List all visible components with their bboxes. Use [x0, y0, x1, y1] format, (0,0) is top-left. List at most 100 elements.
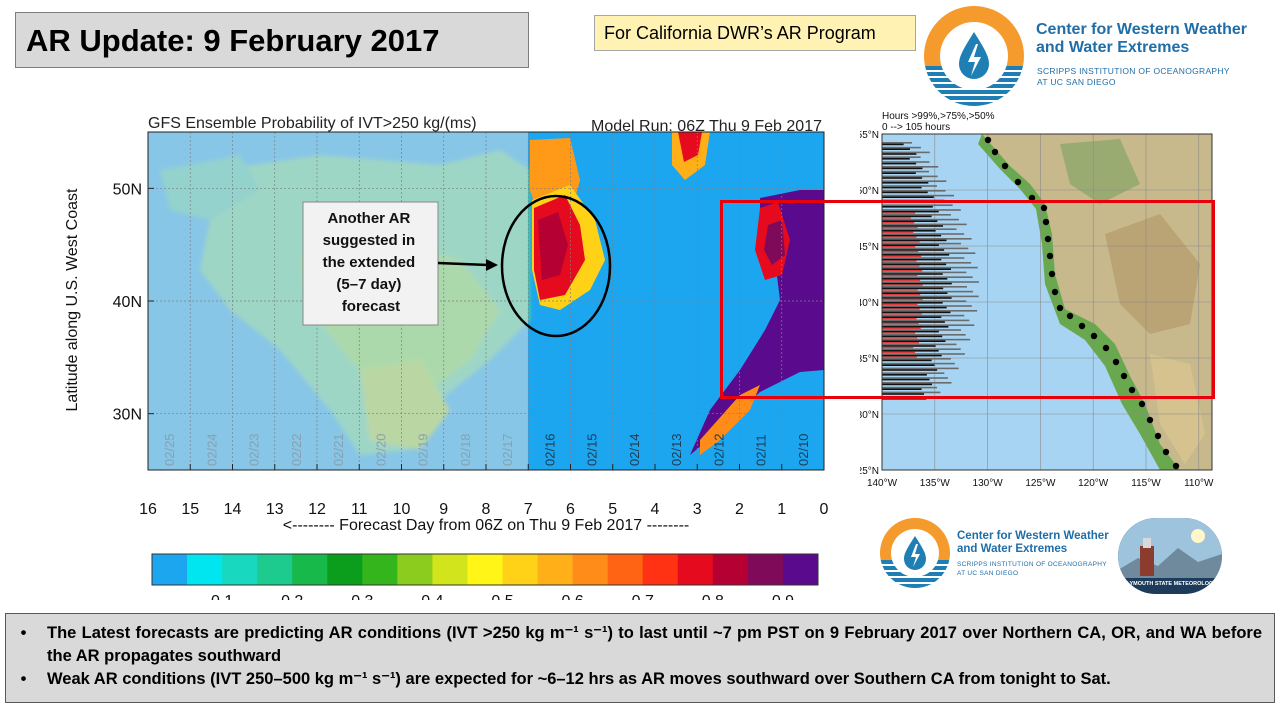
- map-lon-label: 110°W: [1184, 478, 1214, 489]
- duration-bar-50: [882, 170, 929, 173]
- duration-bar-50: [882, 156, 921, 158]
- west-coast-map: Hours >99%,>75%,>50% 0 --> 105 hours 140…: [860, 111, 1214, 489]
- duration-bar-75: [882, 225, 944, 227]
- colorbar-swatch: [397, 554, 433, 585]
- colorbar-swatch: [292, 554, 328, 585]
- duration-bar-99: [882, 313, 922, 315]
- duration-bar-99: [882, 351, 916, 353]
- date-label: 02/14: [627, 433, 642, 466]
- duration-bar-99: [882, 212, 916, 214]
- colorbar-swatch: [607, 554, 644, 585]
- duration-bar-75: [882, 254, 950, 256]
- colorbar: [151, 553, 819, 586]
- date-label: 02/10: [796, 433, 811, 466]
- duration-bar-75: [882, 383, 933, 386]
- chart-title: GFS Ensemble Probability of IVT>250 kg/(…: [148, 115, 477, 132]
- colorbar-swatch: [747, 554, 784, 585]
- duration-bar-75: [882, 330, 939, 333]
- map-lat-label: 45°N: [860, 242, 879, 253]
- duration-bar-99: [882, 260, 917, 262]
- duration-bar-99: [882, 294, 921, 296]
- duration-bar-50: [882, 348, 961, 350]
- map-lat-label: 50°N: [860, 186, 879, 197]
- duration-bar-50: [882, 362, 955, 365]
- duration-bar-50: [882, 142, 912, 144]
- colorbar-tick-label: 0.4: [421, 593, 443, 600]
- duration-bar-75: [882, 206, 933, 208]
- duration-bar-99: [882, 318, 917, 320]
- duration-bar-50: [882, 319, 970, 322]
- cw3e-logo-icon: [924, 6, 1024, 106]
- program-label: For California DWR’s AR Program: [594, 15, 916, 51]
- duration-bar-75: [882, 340, 946, 342]
- cw3e-sub-line1: SCRIPPS INSTITUTION OF OCEANOGRAPHY: [1037, 66, 1230, 76]
- duration-bar-50: [882, 286, 967, 288]
- coastal-point: [1044, 235, 1052, 243]
- duration-bar-99: [882, 356, 917, 358]
- duration-bar-75: [882, 378, 930, 381]
- summary-box: • The Latest forecasts are predicting AR…: [5, 613, 1275, 703]
- duration-bar-75: [882, 220, 938, 222]
- summary-bullet: • Weak AR conditions (IVT 250–500 kg m⁻¹…: [16, 668, 1262, 691]
- x-tick-label: 5: [608, 501, 617, 518]
- duration-bar-99: [882, 322, 919, 325]
- duration-bar-50: [882, 161, 930, 163]
- plymouth-state-label: PLYMOUTH STATE METEOROLOGY: [1122, 581, 1217, 587]
- date-label: 02/25: [162, 433, 177, 466]
- coastal-point: [1146, 416, 1154, 424]
- x-tick-label: 7: [524, 501, 533, 518]
- duration-bar-75: [882, 172, 916, 174]
- date-label: 02/15: [585, 433, 600, 466]
- duration-bar-75: [882, 153, 917, 155]
- cw3e-small-name-line1: Center for Western Weather: [957, 530, 1109, 542]
- duration-bar-50: [882, 228, 957, 230]
- map-lon-label: 130°W: [973, 478, 1004, 489]
- duration-bar-99: [882, 279, 921, 281]
- colorbar-swatch: [537, 554, 574, 585]
- ivt-probability-chart: GFS Ensemble Probability of IVT>250 kg/(…: [64, 115, 829, 600]
- duration-bar-75: [882, 249, 945, 251]
- date-label: 02/24: [204, 433, 219, 466]
- map-lon-label: 135°W: [920, 478, 951, 489]
- x-tick-label: 2: [735, 501, 744, 518]
- date-label: 02/16: [542, 433, 557, 466]
- duration-bar-75: [882, 244, 939, 246]
- duration-bar-75: [882, 268, 951, 270]
- duration-bar-99: [882, 270, 923, 272]
- coastal-point: [1028, 194, 1036, 202]
- duration-bar-50: [882, 151, 930, 154]
- duration-bar-50: [882, 190, 946, 192]
- duration-bar-75: [882, 186, 922, 189]
- duration-bar-75: [882, 354, 942, 357]
- duration-bar-50: [882, 300, 967, 302]
- colorbar-swatch: [572, 554, 609, 585]
- coastal-point: [991, 148, 999, 156]
- duration-bar-99: [882, 298, 923, 301]
- x-tick-label: 14: [224, 501, 242, 518]
- duration-bar-75: [882, 230, 936, 232]
- x-tick-label: 0: [820, 501, 829, 518]
- coastal-point: [1056, 304, 1064, 312]
- map-lat-label: 25°N: [860, 466, 879, 477]
- coastal-point: [1154, 432, 1162, 440]
- map-lon-label: 120°W: [1078, 478, 1109, 489]
- duration-bar-50: [882, 314, 965, 317]
- coastal-point: [1001, 162, 1009, 170]
- ar-duration-bars: [882, 142, 979, 400]
- duration-bar-99: [882, 308, 920, 310]
- duration-bar-75: [882, 182, 929, 184]
- duration-bar-50: [882, 242, 962, 245]
- x-tick-label: 8: [482, 501, 491, 518]
- map-lat-label: 35°N: [860, 354, 879, 365]
- coastal-point: [1051, 288, 1059, 296]
- duration-bar-75: [882, 369, 938, 371]
- duration-bar-75: [882, 191, 928, 194]
- y-tick-label: 30N: [113, 407, 142, 424]
- cw3e-name-line1: Center for Western Weather: [1036, 21, 1248, 38]
- date-label: 02/21: [331, 433, 346, 466]
- summary-bullet: • The Latest forecasts are predicting AR…: [16, 622, 1262, 668]
- duration-bar-50: [882, 238, 972, 240]
- x-tick-label: 12: [308, 501, 326, 518]
- coastal-point: [984, 136, 992, 144]
- colorbar-swatch: [362, 554, 398, 585]
